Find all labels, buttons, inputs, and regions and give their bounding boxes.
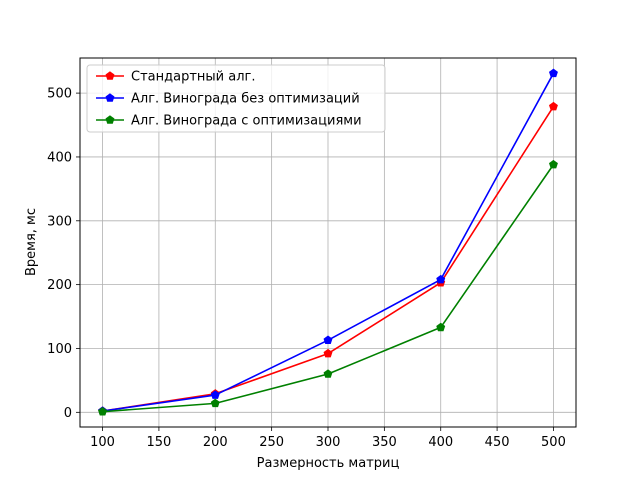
x-tick-label: 200 [203,435,228,450]
data-point [548,68,558,78]
y-axis-label: Время, мс [24,208,39,276]
data-point [548,101,558,111]
data-point [548,159,558,169]
legend-item: Алг. Винограда с оптимизациями [96,114,362,129]
y-tick-label: 0 [64,406,72,421]
legend-marker [105,115,115,124]
x-tick-label: 300 [316,435,341,450]
legend-label: Алг. Винограда без оптимизаций [131,92,360,107]
x-axis-label: Размерность матриц [257,456,400,471]
series-2 [98,159,558,416]
x-tick-label: 100 [90,435,115,450]
data-point [436,274,446,284]
data-point [323,348,333,358]
x-tick-label: 500 [541,435,566,450]
data-point [98,406,108,416]
legend-label: Стандартный алг. [131,70,255,85]
legend-item: Стандартный алг. [96,70,255,85]
data-point [210,398,220,408]
y-axis: 0 100 200 300 400 500 [47,87,80,421]
legend: Стандартный алг. Алг. Винограда без оптим… [86,64,386,133]
x-tick-label: 450 [485,435,510,450]
y-tick-label: 100 [47,342,72,357]
x-tick-label: 350 [372,435,397,450]
data-point [210,390,220,399]
y-tick-label: 300 [47,214,72,229]
data-point [436,322,446,332]
data-point [323,335,333,344]
legend-marker [105,71,115,80]
legend-item: Алг. Винограда без оптимизаций [96,92,360,107]
x-tick-label: 250 [259,435,284,450]
legend-label: Алг. Винограда с оптимизациями [131,114,362,129]
y-tick-label: 200 [47,278,72,293]
series-layer [98,68,558,416]
y-tick-label: 400 [47,150,72,165]
x-axis: 100 150 200 250 300 350 400 450 500 [90,427,566,450]
legend-box [86,64,386,133]
y-tick-label: 500 [47,87,72,102]
data-point [323,369,333,378]
legend-marker [105,93,115,102]
x-tick-label: 400 [428,435,453,450]
x-tick-label: 150 [146,435,171,450]
